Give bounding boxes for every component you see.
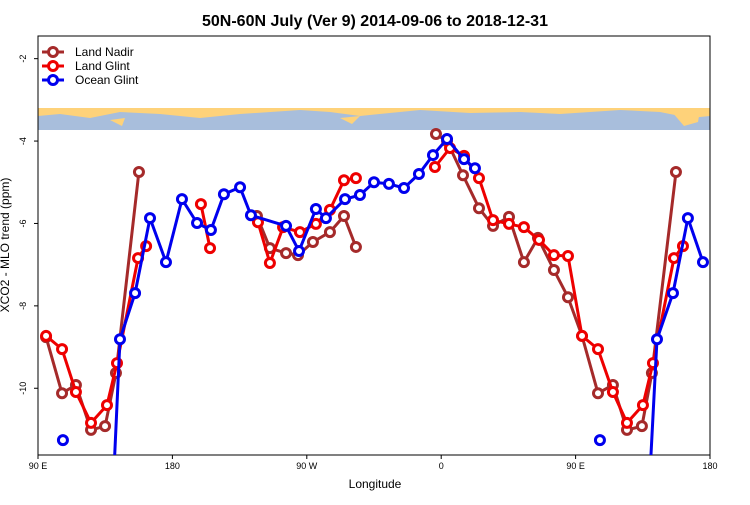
data-point bbox=[194, 198, 207, 211]
legend-label: Land Glint bbox=[75, 59, 130, 73]
y-tick-label: -6 bbox=[18, 219, 28, 227]
data-point bbox=[517, 221, 530, 234]
data-point bbox=[353, 189, 366, 202]
data-point bbox=[85, 416, 98, 429]
data-point bbox=[606, 385, 619, 398]
map-strip bbox=[38, 108, 710, 130]
data-point bbox=[468, 162, 481, 175]
data-point bbox=[337, 210, 350, 223]
y-tick-label: -4 bbox=[18, 137, 28, 145]
data-point bbox=[99, 420, 112, 433]
data-point bbox=[457, 169, 470, 182]
data-point bbox=[669, 165, 682, 178]
y-axis-label: XCO2 - MLO trend (ppm) bbox=[0, 178, 12, 313]
data-point bbox=[533, 233, 546, 246]
data-point bbox=[561, 250, 574, 263]
data-point bbox=[412, 168, 425, 181]
x-tick-label: 90 E bbox=[29, 461, 48, 471]
data-point bbox=[129, 287, 142, 300]
data-point bbox=[100, 399, 113, 412]
data-point bbox=[441, 132, 454, 145]
data-point bbox=[472, 202, 485, 215]
plot-frame bbox=[37, 35, 711, 456]
data-point bbox=[323, 226, 336, 239]
data-point bbox=[306, 235, 319, 248]
data-point bbox=[668, 252, 681, 265]
legend-marker bbox=[47, 74, 59, 86]
data-point bbox=[472, 172, 485, 185]
data-point bbox=[650, 333, 663, 346]
data-point bbox=[429, 128, 442, 141]
data-point bbox=[280, 247, 293, 260]
x-tick-label: 0 bbox=[439, 461, 444, 471]
data-point bbox=[319, 212, 332, 225]
data-point bbox=[244, 209, 257, 222]
chart-title: 50N-60N July (Ver 9) 2014-09-06 to 2018-… bbox=[202, 13, 548, 30]
data-point bbox=[204, 242, 217, 255]
data-point bbox=[56, 343, 69, 356]
data-point bbox=[217, 188, 230, 201]
data-point bbox=[592, 343, 604, 356]
y-tick-label: -10 bbox=[18, 382, 28, 395]
legend-label: Ocean Glint bbox=[75, 73, 139, 87]
y-tick-label: -8 bbox=[18, 302, 28, 310]
legend-marker bbox=[47, 60, 59, 72]
data-point bbox=[502, 217, 515, 230]
data-point bbox=[40, 329, 53, 342]
data-point bbox=[576, 329, 589, 342]
data-point bbox=[620, 416, 633, 429]
data-point bbox=[593, 434, 606, 447]
data-point bbox=[561, 291, 574, 304]
data-point bbox=[382, 177, 395, 190]
data-point bbox=[666, 287, 679, 300]
data-point bbox=[175, 193, 188, 206]
data-point bbox=[339, 193, 352, 206]
data-point bbox=[696, 256, 709, 269]
data-point bbox=[113, 333, 126, 346]
y-tick-label: -2 bbox=[18, 55, 28, 63]
data-point bbox=[132, 165, 145, 178]
data-point bbox=[681, 212, 694, 225]
data-point bbox=[547, 249, 560, 262]
data-point bbox=[56, 387, 69, 400]
data-point bbox=[428, 161, 441, 174]
data-point bbox=[635, 420, 648, 433]
x-tick-label: 180 bbox=[702, 461, 717, 471]
x-tick-label: 180 bbox=[165, 461, 180, 471]
data-point bbox=[517, 256, 530, 269]
data-point bbox=[349, 172, 362, 185]
data-point bbox=[191, 217, 204, 230]
data-point bbox=[293, 245, 306, 258]
data-point bbox=[144, 212, 156, 225]
data-point bbox=[547, 264, 560, 277]
data-point bbox=[159, 256, 172, 269]
data-point bbox=[293, 226, 306, 239]
data-point bbox=[368, 176, 380, 189]
data-point bbox=[69, 385, 82, 398]
legend-marker bbox=[47, 46, 59, 58]
data-point bbox=[349, 240, 362, 253]
data-point bbox=[56, 434, 69, 447]
x-axis-label: Longitude bbox=[349, 477, 402, 491]
legend-label: Land Nadir bbox=[75, 45, 134, 59]
x-tick-label: 90 E bbox=[566, 461, 585, 471]
data-point bbox=[263, 257, 276, 270]
x-tick-label: 90 W bbox=[296, 461, 318, 471]
data-point bbox=[592, 387, 604, 400]
plot-area bbox=[40, 128, 709, 455]
data-point bbox=[280, 219, 293, 232]
data-point bbox=[234, 181, 247, 194]
data-point bbox=[426, 149, 439, 162]
data-point bbox=[337, 174, 350, 187]
data-point bbox=[204, 224, 217, 237]
data-point bbox=[458, 153, 471, 166]
data-point bbox=[487, 214, 500, 227]
data-point bbox=[636, 399, 649, 412]
data-point bbox=[398, 182, 411, 195]
data-point bbox=[309, 203, 322, 216]
